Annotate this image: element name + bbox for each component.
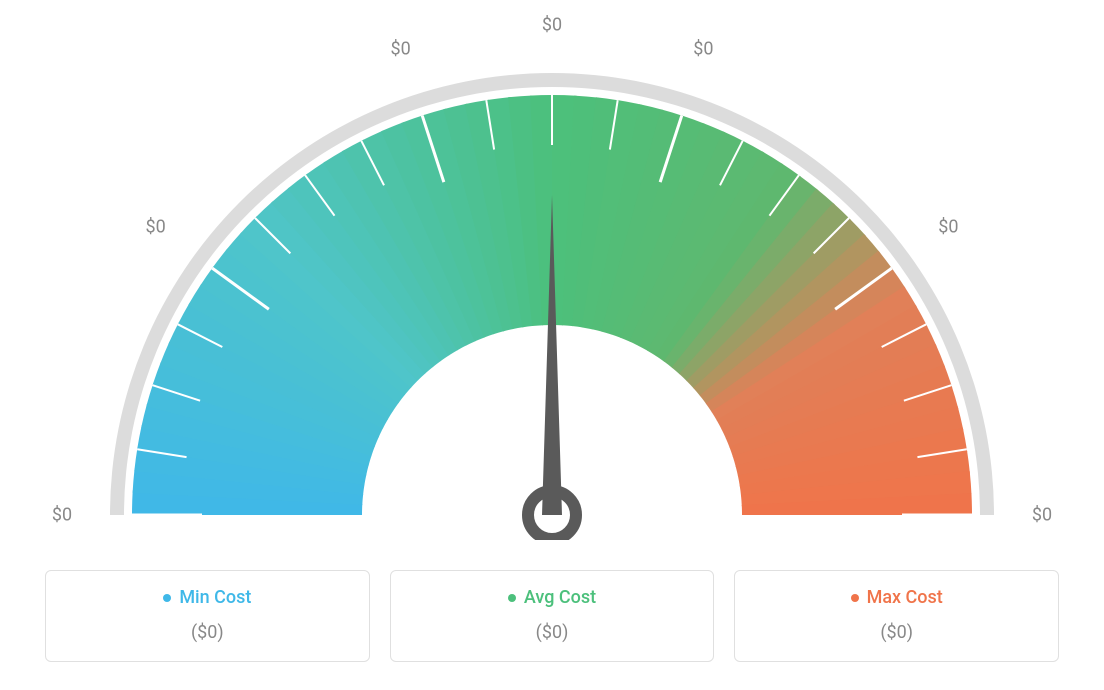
legend-box: Avg Cost ($0) [390, 570, 715, 662]
gauge-axis-label: $0 [390, 38, 410, 59]
gauge-chart: $0 $0 $0 $0 $0 $0 $0 [0, 0, 1104, 540]
legend-value: ($0) [411, 622, 694, 643]
gauge-svg [0, 0, 1104, 540]
legend-title: Min Cost [179, 587, 251, 608]
legend-title-row: Min Cost [66, 587, 349, 608]
legend-dot-icon [163, 594, 171, 602]
legend-title-row: Avg Cost [411, 587, 694, 608]
legend-row: Min Cost ($0) Avg Cost ($0) Max Cost ($0) [0, 540, 1104, 662]
legend-title: Avg Cost [524, 587, 596, 608]
gauge-axis-label: $0 [145, 216, 165, 237]
legend-value: ($0) [66, 622, 349, 643]
legend-box: Max Cost ($0) [734, 570, 1059, 662]
gauge-axis-label: $0 [938, 216, 958, 237]
gauge-axis-label: $0 [1032, 505, 1052, 526]
gauge-axis-label: $0 [693, 38, 713, 59]
legend-value: ($0) [755, 622, 1038, 643]
gauge-axis-label: $0 [52, 505, 72, 526]
legend-dot-icon [508, 594, 516, 602]
legend-title: Max Cost [867, 587, 943, 608]
gauge-axis-label: $0 [542, 15, 562, 36]
legend-box: Min Cost ($0) [45, 570, 370, 662]
legend-title-row: Max Cost [755, 587, 1038, 608]
legend-dot-icon [851, 594, 859, 602]
